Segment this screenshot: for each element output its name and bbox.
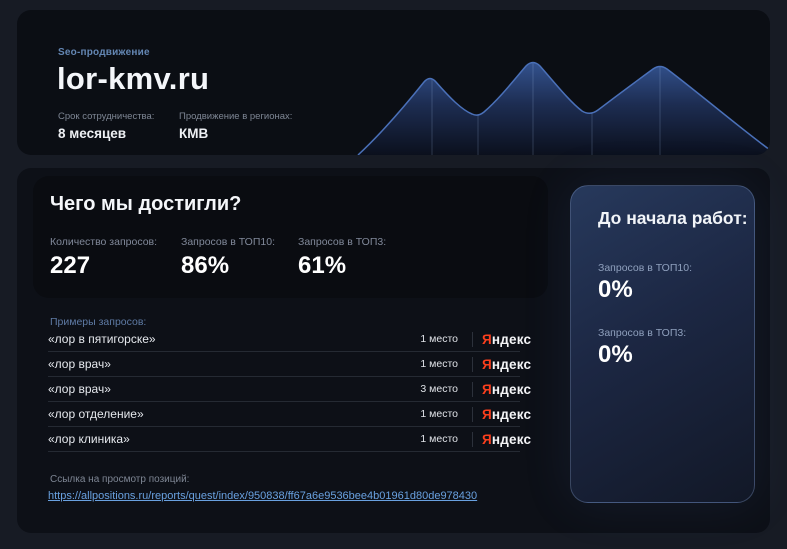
stat-top10-value: 86% [181,252,230,279]
before-top3-value: 0% [598,341,633,368]
service-eyebrow: Seo-продвижение [58,47,150,58]
stat-total-queries-label: Количество запросов: [50,236,158,248]
yandex-logo-initial: Я [482,431,492,447]
query-text: «лор отделение» [48,407,144,421]
yandex-logo: Яндекс [472,356,531,372]
yandex-logo: Яндекс [472,406,531,422]
before-work-title: До начала работ: [598,208,748,228]
achievements-title: Чего мы достигли? [50,193,242,215]
query-text: «лор врач» [48,382,111,396]
before-top3-label: Запросов в ТОП3: [598,327,687,339]
yandex-logo-initial: Я [482,381,492,397]
yandex-logo-rest: ндекс [491,356,532,372]
achievements-stats: Количество запросов: 227 Запросов в ТОП1… [50,236,386,280]
yandex-logo: Яндекс [472,381,531,397]
meta-regions-label: Продвижение в регионах: [179,111,293,122]
yandex-logo-initial: Я [482,331,492,347]
query-place: 1 место [420,358,458,370]
positions-link[interactable]: https://allpositions.ru/reports/quest/in… [48,490,478,502]
yandex-logo-initial: Я [482,406,492,422]
stat-top3-label: Запросов в ТОП3: [298,236,387,248]
stat-top3-value: 61% [298,252,347,279]
before-top10-label: Запросов в ТОП10: [598,262,692,274]
table-row: «лор врач» 1 место Яндекс [48,352,531,377]
query-place: 1 место [420,408,458,420]
achievements-panel: Чего мы достигли? Количество запросов: 2… [33,176,548,298]
query-text: «лор врач» [48,357,111,371]
query-place: 1 место [420,433,458,445]
growth-area-chart [357,61,770,155]
queries-section-label: Примеры запросов: [50,316,147,328]
before-work-panel: До начала работ: Запросов в ТОП10: 0% За… [570,185,755,503]
stat-top10-label: Запросов в ТОП10: [181,236,275,248]
table-row: «лор врач» 3 место Яндекс [48,377,531,402]
yandex-logo-rest: ндекс [491,381,532,397]
stat-top10: Запросов в ТОП10: 86% [181,236,298,280]
yandex-logo-initial: Я [482,356,492,372]
header-card: Seo-продвижение lor-kmv.ru Срок сотрудни… [17,10,770,155]
positions-link-label: Ссылка на просмотр позиций: [50,474,190,485]
query-text: «лор в пятигорске» [48,332,156,346]
meta-duration-label: Срок сотрудничества: [58,111,155,122]
page-title: lor-kmv.ru [57,61,210,96]
yandex-logo: Яндекс [472,331,531,347]
mountain-fill [358,62,770,155]
query-text: «лор клиника» [48,432,130,446]
table-row: «лор клиника» 1 место Яндекс [48,427,531,452]
stat-total-queries-value: 227 [50,252,91,279]
mountain-stroke [357,61,770,155]
yandex-logo: Яндекс [472,431,531,447]
yandex-logo-rest: ндекс [491,406,532,422]
query-place: 1 место [420,333,458,345]
yandex-logo-rest: ндекс [491,331,532,347]
before-top10-value: 0% [598,276,633,303]
queries-table: «лор в пятигорске» 1 место Яндекс «лор в… [48,327,531,452]
table-row: «лор в пятигорске» 1 место Яндекс [48,327,531,352]
stat-total-queries: Количество запросов: 227 [50,236,181,280]
query-place: 3 место [420,383,458,395]
meta-regions-value: КМВ [179,126,209,141]
meta-regions: Продвижение в регионах: КМВ [179,111,292,141]
yandex-logo-rest: ндекс [491,431,532,447]
meta-duration-value: 8 месяцев [58,126,127,141]
meta-duration: Срок сотрудничества: 8 месяцев [58,111,154,141]
results-card: Чего мы достигли? Количество запросов: 2… [17,168,770,533]
table-row: «лор отделение» 1 место Яндекс [48,402,531,427]
stat-top3: Запросов в ТОП3: 61% [298,236,386,280]
